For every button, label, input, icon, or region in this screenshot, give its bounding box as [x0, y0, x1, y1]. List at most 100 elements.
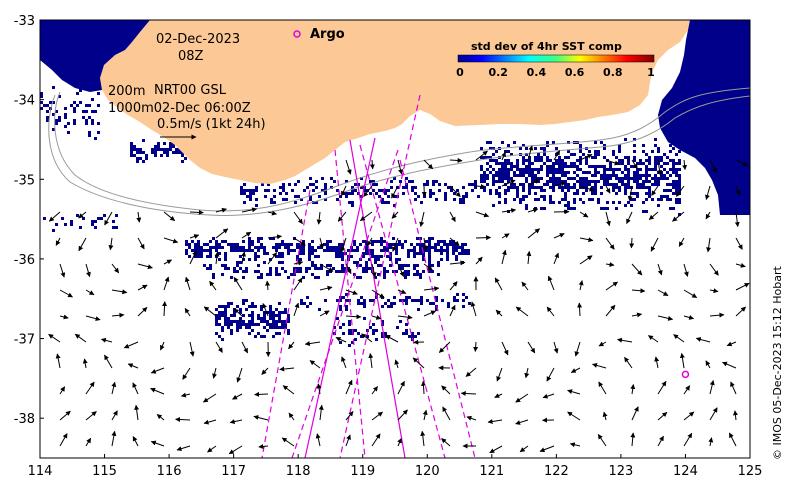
sst-pixel	[428, 240, 431, 243]
velocity-arrow	[449, 260, 466, 266]
sst-pixel	[440, 249, 443, 252]
sst-pixel	[145, 154, 148, 157]
sst-pixel	[251, 329, 254, 332]
velocity-arrow	[74, 333, 87, 343]
sst-pixel	[522, 198, 525, 201]
sst-pixel	[324, 198, 327, 201]
sst-pixel	[215, 323, 218, 326]
sst-pixel	[549, 186, 552, 189]
sst-pixel	[558, 162, 561, 165]
sst-pixel	[224, 317, 227, 320]
sst-pixel	[302, 249, 305, 252]
sst-pixel	[269, 317, 272, 320]
sst-pixel	[462, 195, 465, 198]
sst-pixel	[654, 165, 657, 168]
sst-pixel	[627, 174, 630, 177]
sst-pixel	[416, 264, 419, 267]
sst-pixel	[567, 171, 570, 174]
sst-pixel	[543, 198, 546, 201]
sst-pixel	[483, 171, 486, 174]
sst-pixel	[88, 131, 91, 134]
sst-pixel	[525, 159, 528, 162]
sst-pixel	[546, 156, 549, 159]
sst-pixel	[431, 237, 434, 240]
sst-pixel	[82, 217, 85, 220]
sst-pixel	[624, 156, 627, 159]
velocity-arrow	[695, 337, 711, 343]
sst-pixel	[254, 270, 257, 273]
velocity-arrow	[553, 181, 566, 187]
sst-pixel	[371, 255, 374, 258]
sst-pixel	[240, 192, 243, 195]
sst-pixel	[284, 326, 287, 329]
sst-pixel	[498, 180, 501, 183]
sst-pixel	[299, 246, 302, 249]
sst-pixel	[612, 168, 615, 171]
velocity-arrow	[683, 385, 691, 395]
sst-pixel	[296, 255, 299, 258]
velocity-arrow	[137, 237, 145, 250]
velocity-arrow	[132, 382, 139, 395]
sst-pixel	[528, 156, 531, 159]
sst-pixel	[477, 195, 480, 198]
argo-float-marker[interactable]	[681, 370, 690, 379]
sst-pixel	[465, 195, 468, 198]
x-axis: 114 115 116 117 118 119 120 121 122 123 124 125	[28, 454, 762, 479]
sst-pixel	[419, 252, 422, 255]
velocity-arrow	[501, 151, 506, 161]
velocity-arrow	[495, 309, 503, 317]
sst-pixel	[416, 273, 419, 276]
velocity-arrow	[657, 263, 663, 276]
sst-pixel	[227, 305, 230, 308]
sst-pixel	[272, 323, 275, 326]
sst-pixel	[260, 308, 263, 311]
velocity-arrow	[267, 252, 278, 265]
sst-pixel	[341, 258, 344, 261]
sst-pixel	[206, 255, 209, 258]
sst-pixel	[407, 264, 410, 267]
velocity-arrow	[422, 237, 428, 251]
sst-pixel	[91, 98, 94, 101]
sst-pixel	[249, 195, 252, 198]
sst-pixel	[399, 320, 402, 323]
sst-pixel	[169, 148, 172, 151]
sst-pixel	[375, 338, 378, 341]
velocity-arrow	[657, 159, 663, 176]
sst-pixel	[531, 183, 534, 186]
sst-pixel	[203, 243, 206, 246]
sst-pixel	[377, 255, 380, 258]
sst-pixel	[284, 308, 287, 311]
velocity-arrow	[734, 211, 740, 228]
sst-pixel	[320, 267, 323, 270]
sst-pixel	[215, 240, 218, 243]
sst-pixel	[516, 195, 519, 198]
sst-pixel	[369, 180, 372, 183]
sst-pixel	[612, 189, 615, 192]
sst-pixel	[363, 305, 366, 308]
sst-pixel	[558, 201, 561, 204]
sst-pixel	[332, 249, 335, 252]
sst-pixel	[248, 305, 251, 308]
sst-pixel	[410, 249, 413, 252]
velocity-arrow	[293, 277, 303, 291]
sst-pixel	[200, 249, 203, 252]
sst-pixel	[678, 150, 681, 153]
sst-pixel	[365, 243, 368, 246]
sst-pixel	[130, 154, 133, 157]
sst-pixel	[73, 110, 76, 113]
sst-pixel	[437, 264, 440, 267]
velocity-arrow	[345, 314, 362, 320]
velocity-arrow	[494, 393, 503, 398]
sst-pixel	[579, 198, 582, 201]
sst-pixel	[543, 189, 546, 192]
sst-pixel	[498, 162, 501, 165]
sst-pixel	[224, 323, 227, 326]
sst-pixel	[200, 246, 203, 249]
sst-pixel	[191, 240, 194, 243]
sst-pixel	[645, 192, 648, 195]
sst-pixel	[329, 249, 332, 252]
sst-pixel	[64, 125, 67, 128]
sst-pixel	[130, 151, 133, 154]
sst-pixel	[175, 148, 178, 151]
sst-pixel	[627, 156, 630, 159]
